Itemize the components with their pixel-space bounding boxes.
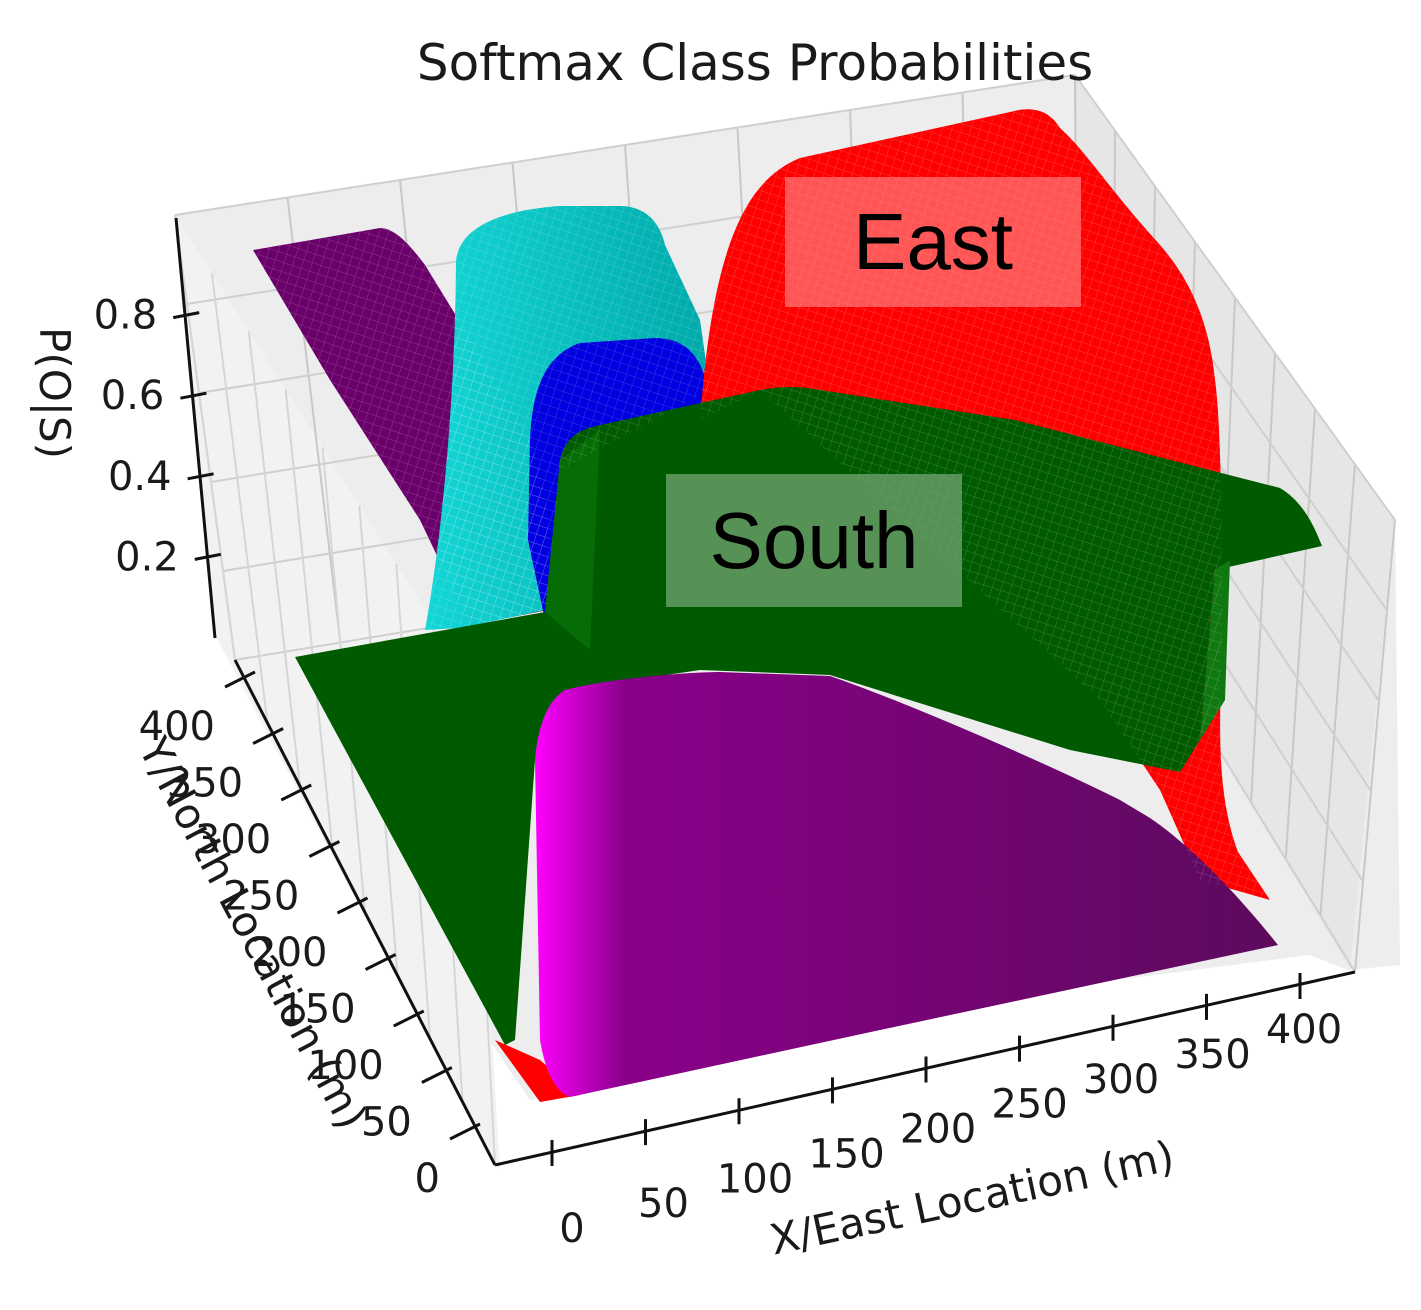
y-tick — [252, 727, 284, 745]
y-tick-label: 0 — [415, 1156, 440, 1202]
y-tick — [308, 840, 341, 858]
grid-line — [174, 74, 1076, 216]
y-tick-label: 350 — [167, 761, 243, 807]
y-tick — [421, 1066, 453, 1084]
z-tick — [187, 472, 214, 481]
x-tick-label: 300 — [1083, 1057, 1159, 1103]
annotations: East South — [666, 177, 1081, 607]
x-tick-label: 400 — [1266, 1007, 1342, 1053]
x-tick-label: 50 — [638, 1181, 689, 1227]
surface-purple-front — [535, 672, 1278, 1097]
y-tick — [449, 1122, 481, 1141]
grid-line — [1250, 353, 1276, 803]
grid-line — [1074, 74, 1396, 521]
y-tick-label: 50 — [361, 1100, 412, 1146]
y-tick-label: 100 — [307, 1043, 383, 1089]
x-tick-label: 0 — [559, 1206, 584, 1252]
tick-marks: 0501001502002503003504000501001502002503… — [94, 293, 1343, 1252]
east-annotation-box — [785, 177, 1081, 307]
y-tick-label: 200 — [251, 930, 327, 976]
grid-line — [247, 331, 301, 787]
z-tick — [172, 311, 200, 320]
y-tick-label: 250 — [223, 874, 299, 920]
y-tick — [393, 1009, 425, 1028]
mesh-purple — [253, 228, 548, 625]
grid-line — [284, 389, 334, 850]
grid-line — [174, 214, 236, 661]
y-tick — [280, 783, 312, 802]
x-tick-label: 200 — [900, 1107, 976, 1153]
x-tick-label: 100 — [717, 1156, 793, 1202]
grid-line — [1354, 519, 1396, 973]
z-tick-label: 0.2 — [115, 534, 179, 580]
surface-green-shade — [545, 430, 600, 650]
z-tick-label: 0.8 — [94, 293, 158, 339]
grid-line — [1284, 408, 1316, 860]
y-tick — [224, 670, 256, 689]
south-annotation-box — [666, 474, 962, 607]
z-axis-line — [174, 217, 217, 639]
z-tick — [180, 391, 207, 400]
grid-line — [210, 273, 269, 724]
y-tick-label: 150 — [279, 987, 355, 1033]
x-tick-label: 250 — [991, 1082, 1067, 1128]
y-tick-label: 400 — [139, 704, 215, 750]
east-annotation-label: East — [853, 197, 1013, 286]
y-axis-line — [233, 659, 497, 1166]
y-tick — [336, 896, 369, 915]
z-tick — [194, 552, 222, 561]
z-tick-label: 0.6 — [101, 373, 165, 419]
south-annotation-label: South — [709, 496, 918, 585]
z-axis-label: P(O|S) — [30, 327, 79, 459]
x-tick-label: 350 — [1174, 1032, 1250, 1078]
grid-line — [1319, 464, 1356, 916]
y-tick-label: 300 — [195, 817, 271, 863]
x-tick-label: 150 — [808, 1131, 884, 1177]
z-tick-label: 0.4 — [108, 454, 172, 500]
chart-title: Softmax Class Probabilities — [417, 34, 1093, 92]
y-tick — [364, 953, 397, 971]
